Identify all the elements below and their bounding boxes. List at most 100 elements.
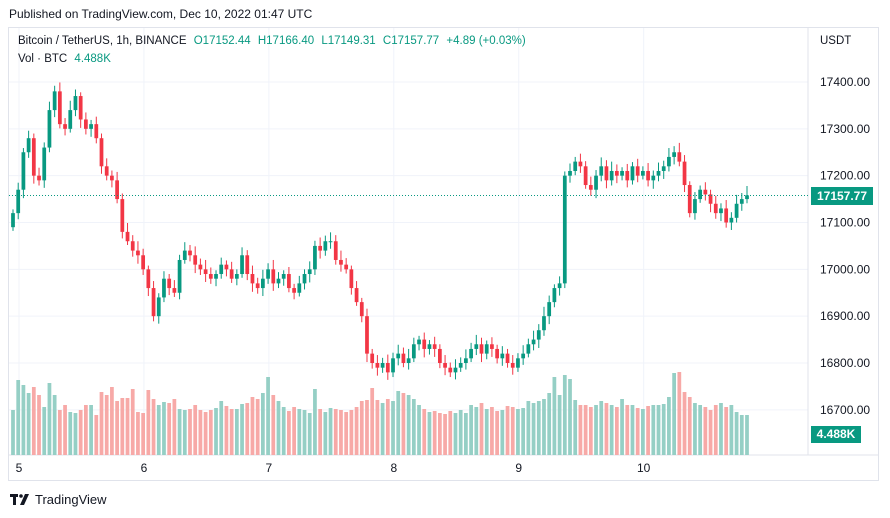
volume-bar <box>177 409 182 455</box>
legend-change: +4.89 (+0.03%) <box>446 35 526 47</box>
candle-body <box>484 344 489 354</box>
time-tick-label: 5 <box>16 461 23 475</box>
volume-bar <box>406 395 411 455</box>
candle-body <box>344 264 349 270</box>
symbol-legend[interactable]: Bitcoin / TetherUS, 1h, BINANCE O17152.4… <box>18 35 526 47</box>
volume-bar <box>464 413 468 455</box>
volume-bars <box>11 372 749 455</box>
price-tick-label: 16800.00 <box>820 356 870 370</box>
candle-body <box>255 283 260 289</box>
candles <box>11 82 749 380</box>
candle-body <box>510 363 515 368</box>
volume-bar <box>385 399 390 455</box>
candle-body <box>396 353 401 359</box>
volume-bar <box>229 409 234 455</box>
volume-bar <box>505 406 510 455</box>
candle-body <box>52 91 57 111</box>
volume-bar <box>63 405 67 455</box>
volume-bar <box>568 379 572 455</box>
candle-body <box>380 363 385 368</box>
volume-bar <box>21 385 26 455</box>
candle-body <box>287 274 291 289</box>
candle-body <box>250 274 255 284</box>
volume-bar <box>437 413 442 455</box>
candle-body <box>406 358 411 363</box>
time-tick-label: 9 <box>515 461 522 475</box>
volume-bar <box>552 377 557 455</box>
candle-body <box>333 241 338 260</box>
price-tick-label: 16900.00 <box>820 309 870 323</box>
candle-body <box>375 363 380 368</box>
candle-body <box>313 245 317 270</box>
candle-body <box>120 199 125 232</box>
volume-bar <box>479 403 484 455</box>
volume-bar <box>240 404 244 455</box>
volume-bar <box>573 400 578 455</box>
candle-body <box>437 348 442 363</box>
volume-bar <box>162 402 166 455</box>
volume-bar <box>531 403 536 455</box>
candle-body <box>307 269 312 275</box>
candle-body <box>203 269 208 275</box>
candle-body <box>464 358 468 363</box>
candle-body <box>42 147 47 181</box>
volume-bar <box>110 387 114 455</box>
candle-body <box>354 288 359 303</box>
volume-bar <box>245 403 250 455</box>
volume-bar <box>302 410 307 455</box>
volume-bar <box>677 372 682 455</box>
candle-body <box>245 255 250 275</box>
volume-bar <box>37 395 41 455</box>
candle-body <box>99 138 104 167</box>
candle-body <box>495 348 500 359</box>
candle-body <box>130 241 135 251</box>
volume-bar <box>703 407 708 455</box>
tradingview-footer[interactable]: TradingView <box>10 492 107 507</box>
volume-legend[interactable]: Vol · BTC 4.488K <box>18 53 111 65</box>
volume-bar <box>495 411 500 455</box>
volume-bar <box>745 415 749 455</box>
candle-body <box>89 124 93 129</box>
candle-body <box>16 189 21 214</box>
candle-body <box>146 269 151 289</box>
volume-bar <box>182 410 187 455</box>
volume-bar <box>11 410 15 455</box>
candle-body <box>646 170 650 181</box>
candle-body <box>661 166 666 171</box>
candle-body <box>703 189 708 195</box>
volume-bar <box>614 407 619 455</box>
volume-bar <box>42 407 47 455</box>
candle-body <box>167 278 172 289</box>
price-tick-label: 17300.00 <box>820 122 870 136</box>
candle-body <box>677 152 682 162</box>
time-axis-ticks: 5 6 7 8 9 10 <box>16 461 651 475</box>
volume-bar <box>84 405 88 455</box>
volume-bar <box>719 403 723 455</box>
volume-bar <box>469 405 473 455</box>
volume-bar <box>708 410 713 455</box>
volume-bar <box>734 412 739 455</box>
candle-body <box>125 231 130 242</box>
candle-body <box>630 166 635 181</box>
volume-bar <box>271 395 276 455</box>
candle-body <box>729 217 734 223</box>
candle-body <box>47 110 52 148</box>
volume-bar <box>375 400 380 455</box>
chart-frame[interactable] <box>8 27 879 481</box>
volume-bar <box>620 399 624 455</box>
volume-bar <box>698 405 703 455</box>
volume-bar <box>583 405 588 455</box>
volume-bar <box>156 405 161 455</box>
published-caption: Published on TradingView.com, Dec 10, 20… <box>9 7 313 21</box>
price-axis-ticks: 17400.00 17300.00 17200.00 17100.00 17000.00… <box>820 75 870 417</box>
candle-body <box>141 255 146 270</box>
chart-grid <box>9 28 808 455</box>
volume-bar <box>214 408 218 455</box>
volume-bar <box>136 412 140 455</box>
candle-body <box>739 199 744 204</box>
volume-bar <box>536 401 541 455</box>
candle-body <box>151 288 156 317</box>
volume-bar <box>687 397 692 455</box>
volume-bar <box>188 409 192 455</box>
